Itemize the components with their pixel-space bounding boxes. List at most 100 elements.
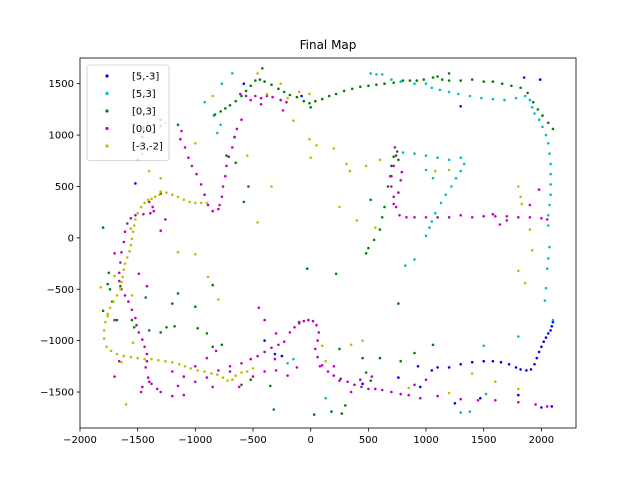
- data-point: [134, 214, 137, 217]
- data-point: [244, 94, 248, 98]
- data-point: [228, 370, 232, 373]
- data-point: [258, 78, 262, 81]
- data-point: [240, 118, 243, 121]
- data-point: [218, 203, 221, 207]
- data-point: [263, 350, 266, 354]
- data-point: [219, 123, 222, 127]
- data-point: [430, 220, 434, 223]
- data-point: [159, 176, 162, 180]
- x-tick-label: −2000: [63, 435, 97, 446]
- data-point: [129, 355, 133, 359]
- data-point: [324, 396, 328, 400]
- data-point: [211, 345, 214, 349]
- data-point: [312, 413, 316, 416]
- data-point: [413, 258, 416, 261]
- data-point: [305, 267, 309, 271]
- data-point: [137, 272, 141, 276]
- legend: [5,-3] [5,3] [0,3] [0,0] [-3,-2]: [86, 64, 170, 161]
- data-point: [536, 108, 540, 111]
- data-point: [231, 378, 234, 382]
- data-point: [251, 375, 255, 378]
- data-point: [113, 274, 116, 278]
- data-point: [355, 219, 359, 222]
- data-point: [292, 119, 295, 122]
- data-point: [330, 410, 333, 413]
- data-point: [375, 83, 378, 86]
- data-point: [117, 279, 121, 283]
- data-point: [171, 370, 174, 373]
- data-point: [342, 89, 346, 93]
- data-point: [415, 79, 419, 82]
- data-point: [134, 316, 137, 320]
- data-point: [136, 211, 139, 215]
- data-point: [224, 174, 227, 178]
- data-point: [549, 183, 552, 186]
- data-point: [293, 326, 296, 329]
- data-point: [470, 78, 474, 81]
- data-point: [520, 202, 524, 206]
- data-point: [242, 82, 246, 85]
- x-tick-label: −1500: [121, 435, 155, 446]
- data-point: [128, 249, 131, 253]
- data-point: [144, 366, 147, 369]
- data-point: [123, 230, 127, 233]
- data-point: [348, 169, 352, 173]
- data-point: [259, 103, 263, 106]
- data-point: [127, 300, 130, 303]
- data-point: [297, 90, 301, 94]
- data-point: [369, 379, 373, 383]
- data-point: [150, 357, 153, 361]
- data-point: [332, 365, 336, 368]
- data-point: [393, 146, 397, 149]
- data-point: [482, 215, 486, 218]
- data-point: [542, 340, 545, 344]
- data-point: [227, 155, 231, 158]
- data-point: [142, 212, 145, 216]
- data-point: [217, 298, 220, 301]
- data-point: [235, 127, 239, 131]
- data-point: [550, 405, 554, 408]
- data-point: [447, 366, 451, 369]
- data-point: [517, 393, 520, 397]
- data-point: [130, 294, 134, 297]
- data-point: [176, 123, 180, 127]
- data-point: [211, 94, 214, 98]
- x-tick-label: 500: [359, 435, 378, 446]
- data-point: [334, 92, 338, 96]
- data-point: [405, 216, 408, 219]
- data-point: [263, 339, 266, 342]
- data-point: [544, 336, 548, 339]
- data-point: [364, 164, 368, 168]
- data-point: [144, 296, 147, 299]
- data-point: [457, 92, 460, 96]
- data-point: [547, 224, 550, 227]
- data-point: [400, 170, 404, 174]
- data-point: [263, 370, 266, 373]
- data-point: [320, 364, 324, 367]
- data-point: [430, 86, 434, 90]
- data-point: [300, 94, 303, 98]
- data-point: [517, 387, 520, 391]
- data-point: [249, 84, 252, 88]
- data-point: [211, 209, 214, 213]
- data-point: [407, 386, 411, 390]
- data-point: [157, 358, 160, 362]
- data-point: [541, 125, 544, 129]
- data-point: [165, 191, 168, 194]
- data-point: [257, 306, 261, 310]
- data-point: [205, 356, 209, 360]
- data-point: [470, 372, 474, 375]
- y-tick-label: 500: [55, 182, 74, 193]
- data-point: [159, 331, 162, 334]
- data-point: [378, 228, 382, 231]
- data-point: [288, 331, 292, 334]
- data-point: [454, 176, 458, 180]
- data-point: [374, 226, 377, 229]
- data-point: [395, 150, 399, 153]
- data-point: [338, 379, 341, 383]
- data-point: [131, 230, 135, 233]
- data-point: [338, 347, 341, 351]
- data-point: [129, 243, 133, 247]
- data-point: [247, 185, 250, 188]
- data-point: [263, 318, 266, 322]
